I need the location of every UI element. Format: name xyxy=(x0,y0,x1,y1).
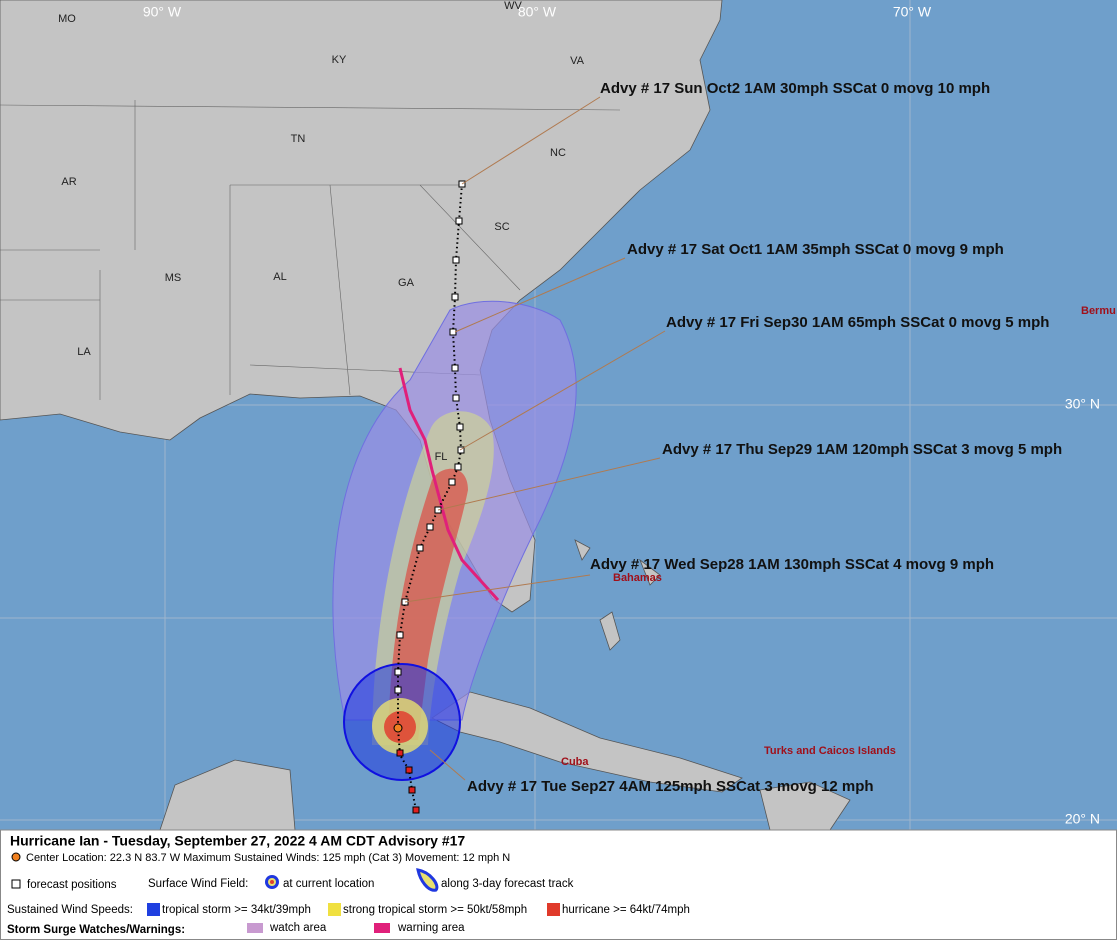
watch-swatch xyxy=(247,923,263,933)
place-label: Bermu xyxy=(1081,305,1116,317)
lon-label: 80° W xyxy=(518,4,557,20)
lat-label: 30° N xyxy=(1065,396,1100,412)
legend-text: forecast positions xyxy=(27,879,117,891)
warning-swatch xyxy=(374,923,390,933)
advisory-label: Advy # 17 Tue Sep27 4AM 125mph SSCat 3 m… xyxy=(467,778,874,795)
advisory-label: Advy # 17 Sat Oct1 1AM 35mph SSCat 0 mov… xyxy=(627,241,1004,258)
legend-text: Sustained Wind Speeds: xyxy=(7,904,133,916)
legend-text: along 3-day forecast track xyxy=(441,878,574,890)
legend-text: watch area xyxy=(269,922,327,934)
state-borders xyxy=(0,100,621,400)
state-label: KY xyxy=(332,54,347,66)
legend-text: warning area xyxy=(397,922,465,934)
legend-box xyxy=(0,829,1117,940)
state-label: FL xyxy=(435,451,448,463)
place-label: Cuba xyxy=(561,756,589,768)
wind-icon xyxy=(270,880,274,884)
state-label: NC xyxy=(550,147,566,159)
legend-center: Center Location: 22.3 N 83.7 W Maximum S… xyxy=(26,852,510,864)
advisory-label: Advy # 17 Fri Sep30 1AM 65mph SSCat 0 mo… xyxy=(666,314,1049,331)
legend-text: at current location xyxy=(283,878,374,890)
state-label: VA xyxy=(570,55,585,67)
state-label: MS xyxy=(165,272,182,284)
state-label: MO xyxy=(58,13,76,25)
track-icon xyxy=(416,868,439,892)
past-positions xyxy=(396,749,420,814)
leaders xyxy=(404,96,666,781)
lon-label: 90° W xyxy=(143,4,182,20)
advisory-label: Advy # 17 Thu Sep29 1AM 120mph SSCat 3 m… xyxy=(662,441,1062,458)
legend-title: Hurricane Ian - Tuesday, September 27, 2… xyxy=(10,833,465,849)
land xyxy=(0,0,851,831)
ts-swatch xyxy=(147,903,160,916)
legend-text: hurricane >= 64kt/74mph xyxy=(562,904,690,916)
lon-label: 70° W xyxy=(893,4,932,20)
state-label: AL xyxy=(273,271,286,283)
state-label: SC xyxy=(494,221,509,233)
state-label: WV xyxy=(504,0,522,12)
legend-text: Surface Wind Field: xyxy=(148,878,248,890)
advisory-label: Advy # 17 Wed Sep28 1AM 130mph SSCat 4 m… xyxy=(590,556,994,573)
legend-text: tropical storm >= 34kt/39mph xyxy=(162,904,311,916)
place-label: Turks and Caicos Islands xyxy=(764,745,896,757)
surge-warning xyxy=(398,367,500,602)
state-label: GA xyxy=(398,277,415,289)
legend-text: strong tropical storm >= 50kt/58mph xyxy=(343,904,527,916)
center-icon xyxy=(11,852,21,862)
advisory-label: Advy # 17 Sun Oct2 1AM 30mph SSCat 0 mov… xyxy=(600,80,990,97)
state-label: AR xyxy=(61,176,76,188)
sts-swatch xyxy=(328,903,341,916)
lat-label: 20° N xyxy=(1065,811,1100,827)
state-label: LA xyxy=(77,346,91,358)
hu-swatch xyxy=(547,903,560,916)
place-label: Bahamas xyxy=(613,572,662,584)
legend-text: Storm Surge Watches/Warnings: xyxy=(7,924,185,936)
forecast-icon xyxy=(11,879,21,889)
current-center xyxy=(393,723,403,733)
state-label: TN xyxy=(291,133,306,145)
